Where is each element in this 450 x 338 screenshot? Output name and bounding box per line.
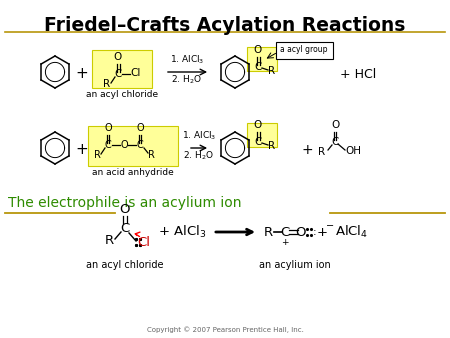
FancyArrowPatch shape [135,232,140,237]
Text: an acyl chloride: an acyl chloride [86,90,158,99]
Text: O: O [120,140,128,150]
Text: O: O [120,203,130,216]
FancyBboxPatch shape [276,42,333,59]
Text: −: − [326,221,334,231]
Text: R: R [268,66,275,76]
Text: R: R [318,147,325,157]
Text: +: + [281,238,289,247]
Text: + AlCl$_3$: + AlCl$_3$ [158,224,206,240]
Text: Cl: Cl [137,236,150,248]
Text: + HCl: + HCl [340,68,376,80]
Text: C: C [280,225,290,239]
Text: R: R [148,150,154,160]
Text: O: O [331,120,339,130]
Text: C: C [104,140,112,150]
Text: O: O [136,123,144,133]
Text: +: + [76,143,88,158]
Text: O: O [114,52,122,62]
Text: The electrophile is an acylium ion: The electrophile is an acylium ion [8,196,242,210]
Text: 1. AlCl$_3$: 1. AlCl$_3$ [170,53,204,66]
Text: O: O [296,225,306,239]
Text: +: + [316,225,328,239]
Text: Copyright © 2007 Pearson Prentice Hall, Inc.: Copyright © 2007 Pearson Prentice Hall, … [147,326,303,333]
Text: a acyl group: a acyl group [280,46,328,54]
Text: R: R [104,79,111,89]
Text: an acyl chloride: an acyl chloride [86,260,164,270]
Text: C: C [137,140,144,150]
FancyBboxPatch shape [247,47,277,71]
Text: O: O [104,123,112,133]
Text: R: R [263,225,273,239]
Text: +: + [301,143,313,157]
Text: O: O [254,120,262,130]
Text: an acylium ion: an acylium ion [259,260,331,270]
FancyBboxPatch shape [92,50,152,88]
Text: an acid anhydride: an acid anhydride [92,168,174,177]
Text: Cl: Cl [130,68,140,78]
Text: AlCl$_4$: AlCl$_4$ [335,224,368,240]
Text: R: R [268,141,275,151]
Text: Friedel–Crafts Acylation Reactions: Friedel–Crafts Acylation Reactions [44,16,406,35]
Text: 1. AlCl$_3$: 1. AlCl$_3$ [182,129,216,142]
Text: :: : [313,227,317,237]
Text: 2. H$_2$O: 2. H$_2$O [184,149,215,162]
FancyBboxPatch shape [88,126,178,166]
Text: C: C [114,69,122,79]
Text: +: + [76,67,88,81]
Text: C: C [254,62,262,72]
FancyBboxPatch shape [247,123,277,147]
Text: R: R [94,150,100,160]
Text: C: C [331,137,339,147]
Text: C: C [121,221,130,235]
Text: OH: OH [345,146,361,156]
Text: O: O [254,45,262,55]
Text: C: C [254,137,262,147]
Text: R: R [104,235,113,247]
Text: 2. H$_2$O: 2. H$_2$O [171,73,202,86]
